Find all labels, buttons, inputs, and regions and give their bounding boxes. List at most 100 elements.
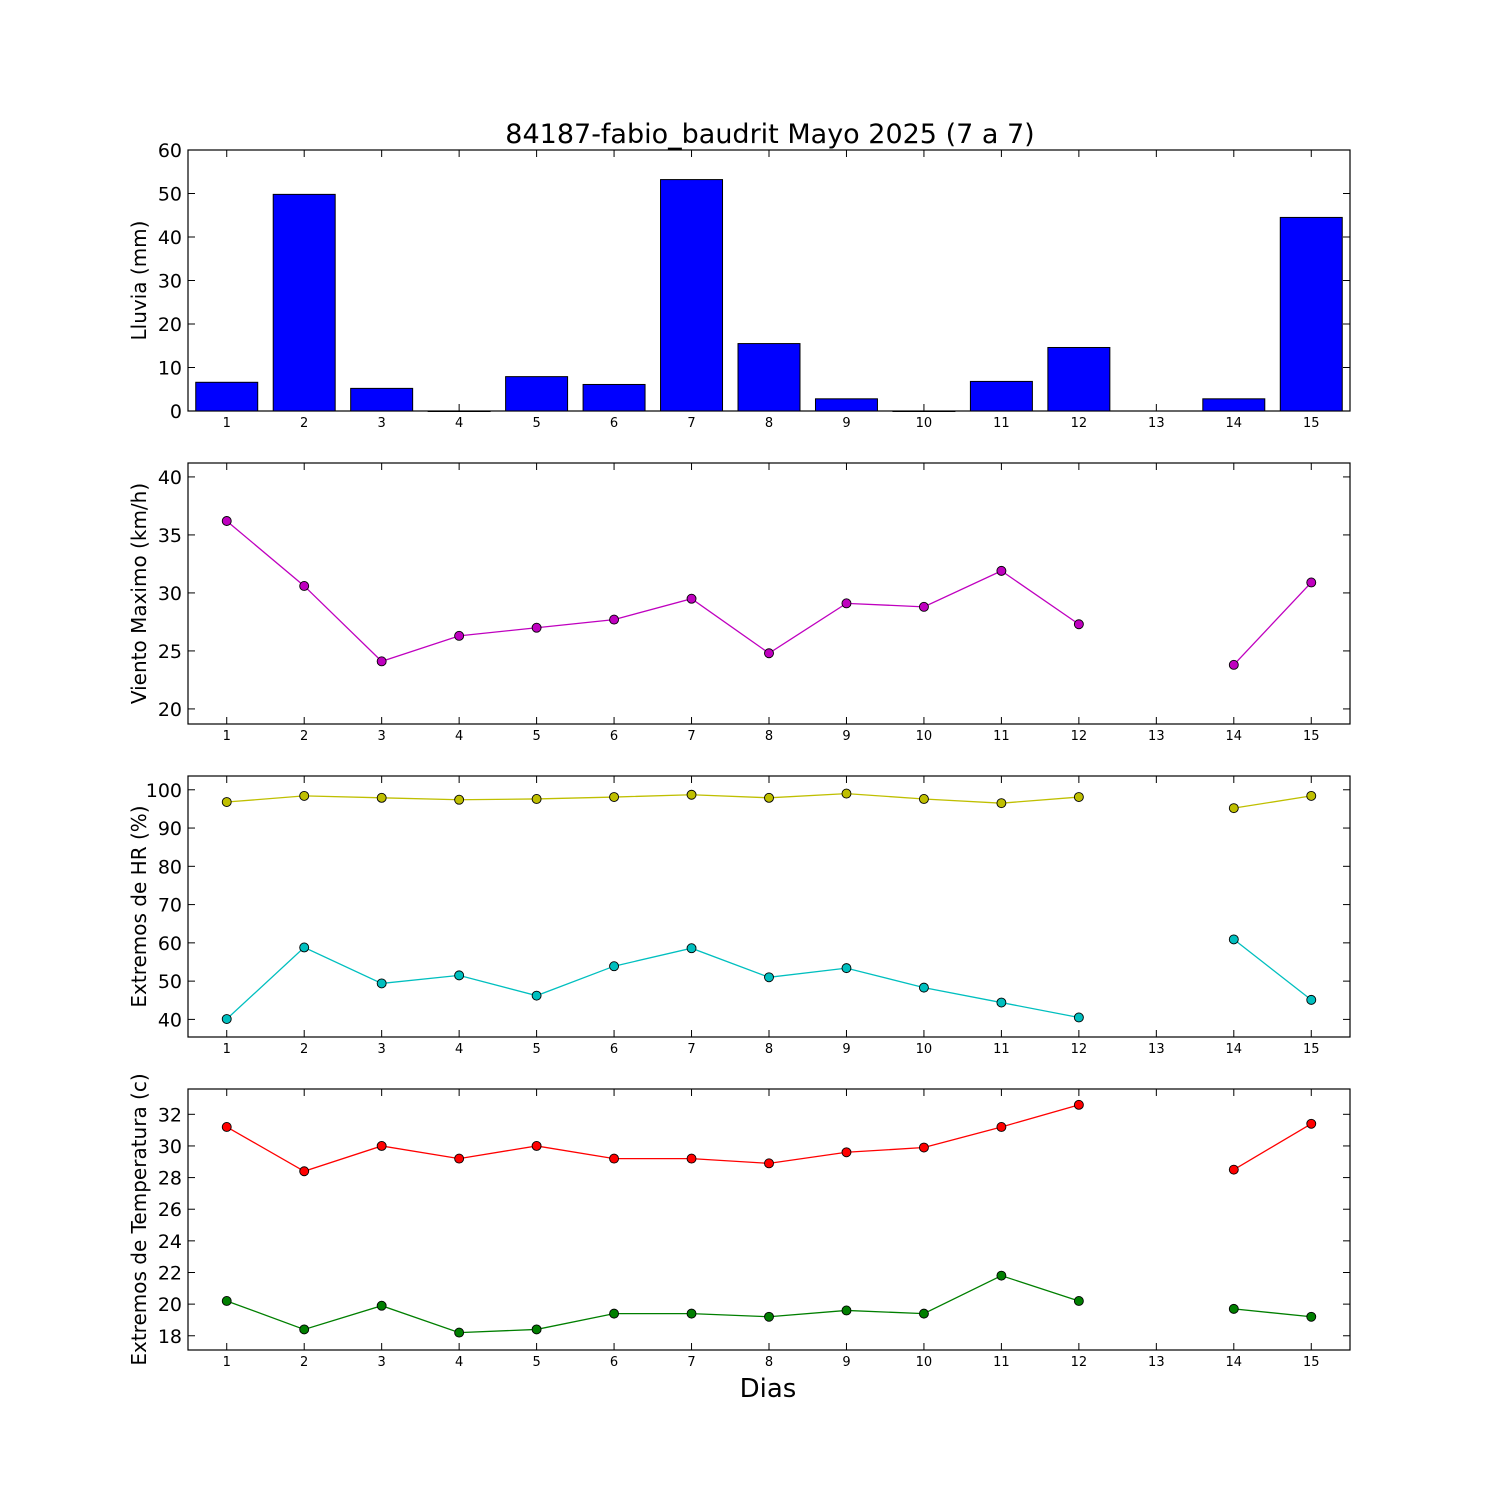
x-tick-label: 15 [1303,1355,1320,1370]
data-point [1306,1118,1317,1129]
x-tick-label: 15 [1303,416,1320,431]
data-point [841,1305,852,1316]
x-tick-label: 8 [765,1042,773,1057]
x-tick-label: 12 [1071,1042,1088,1057]
data-point [1228,803,1239,814]
y-tick-label: 40 [158,227,182,249]
y-tick-label: 30 [158,583,182,605]
y-tick-label: 50 [158,184,182,206]
y-tick-label: 10 [158,358,182,380]
series-line [226,792,1079,804]
x-tick-label: 7 [687,1042,695,1057]
x-tick-label: 5 [532,416,540,431]
data-point [609,614,620,625]
x-tick-label: 3 [378,1042,386,1057]
data-point [1228,934,1239,945]
data-point [531,1324,542,1335]
x-tick-label: 13 [1148,416,1165,431]
bar [582,383,646,412]
series-line [226,946,1079,1020]
x-tick-label: 11 [993,729,1010,744]
data-point [1306,577,1317,588]
x-tick-label: 7 [687,416,695,431]
x-tick-label: 10 [916,416,933,431]
data-point [686,593,697,604]
series-line [1233,1308,1312,1318]
data-point [376,656,387,667]
data-point [454,794,465,805]
bar [350,387,414,412]
data-point [609,792,620,802]
bar [427,410,491,412]
y-tick-label: 20 [158,314,182,336]
x-tick-label: 14 [1226,1355,1243,1370]
data-point [531,794,542,804]
x-tick-label: 2 [300,416,308,431]
data-point [764,792,774,803]
data-point [1228,1303,1239,1314]
data-point [1306,790,1317,801]
x-tick-label: 12 [1071,416,1088,431]
data-point [376,1300,387,1311]
x-tick-label: 14 [1226,1042,1243,1057]
data-point [996,1270,1007,1281]
x-tick-label: 2 [300,1042,308,1057]
x-tick-label: 1 [223,729,231,744]
data-point [221,1122,232,1132]
x-tick-label: 6 [610,1355,618,1370]
y-tick-label: 60 [158,933,182,955]
data-point [1228,1164,1239,1175]
x-tick-label: 15 [1303,1042,1320,1057]
y-tick-label: 70 [158,895,182,917]
x-tick-label: 9 [842,416,850,431]
y-tick-label: 90 [158,818,182,840]
data-point [764,648,774,659]
x-tick-label: 5 [532,729,540,744]
data-point [454,1327,465,1338]
x-tick-label: 2 [300,1355,308,1370]
x-tick-label: 8 [765,729,773,744]
x-tick-label: 12 [1071,1355,1088,1370]
series-line [226,520,1080,663]
series-line [1233,938,1312,1001]
data-point [1073,792,1084,802]
x-tick-label: 11 [993,1042,1010,1057]
data-point [918,601,929,612]
data-point [1073,619,1084,630]
data-point [1073,1099,1084,1110]
x-tick-label: 9 [842,1355,850,1370]
y-tick-label: 40 [158,467,182,489]
data-point [841,598,852,609]
bar [505,376,569,412]
data-point [376,1140,387,1151]
x-tick-label: 5 [532,1355,540,1370]
bar [969,380,1033,412]
y-tick-label: 24 [158,1231,182,1253]
y-tick-label: 22 [158,1262,182,1284]
x-tick-label: 1 [223,1042,231,1057]
x-tick-label: 1 [223,416,231,431]
y-tick-label: 0 [170,401,182,423]
y-axis-label: Extremos de Temperatura (c) [127,1073,151,1365]
y-axis-label: Viento Maximo (km/h) [127,483,151,704]
data-point [531,1140,542,1151]
y-tick-label: 32 [158,1104,182,1126]
x-tick-label: 15 [1303,729,1320,744]
x-tick-label: 6 [610,1042,618,1057]
data-point [376,978,387,989]
x-tick-label: 8 [765,416,773,431]
data-point [841,1147,852,1158]
series-line [226,1274,1080,1334]
data-point [996,997,1007,1008]
bar [737,343,801,412]
x-tick-label: 1 [223,1355,231,1370]
bar [814,398,878,412]
data-point [918,794,929,804]
bar [1047,346,1111,412]
data-point [221,516,232,526]
x-axis-label: Dias [740,1374,797,1404]
data-point [1306,994,1317,1005]
x-tick-label: 4 [455,729,463,744]
